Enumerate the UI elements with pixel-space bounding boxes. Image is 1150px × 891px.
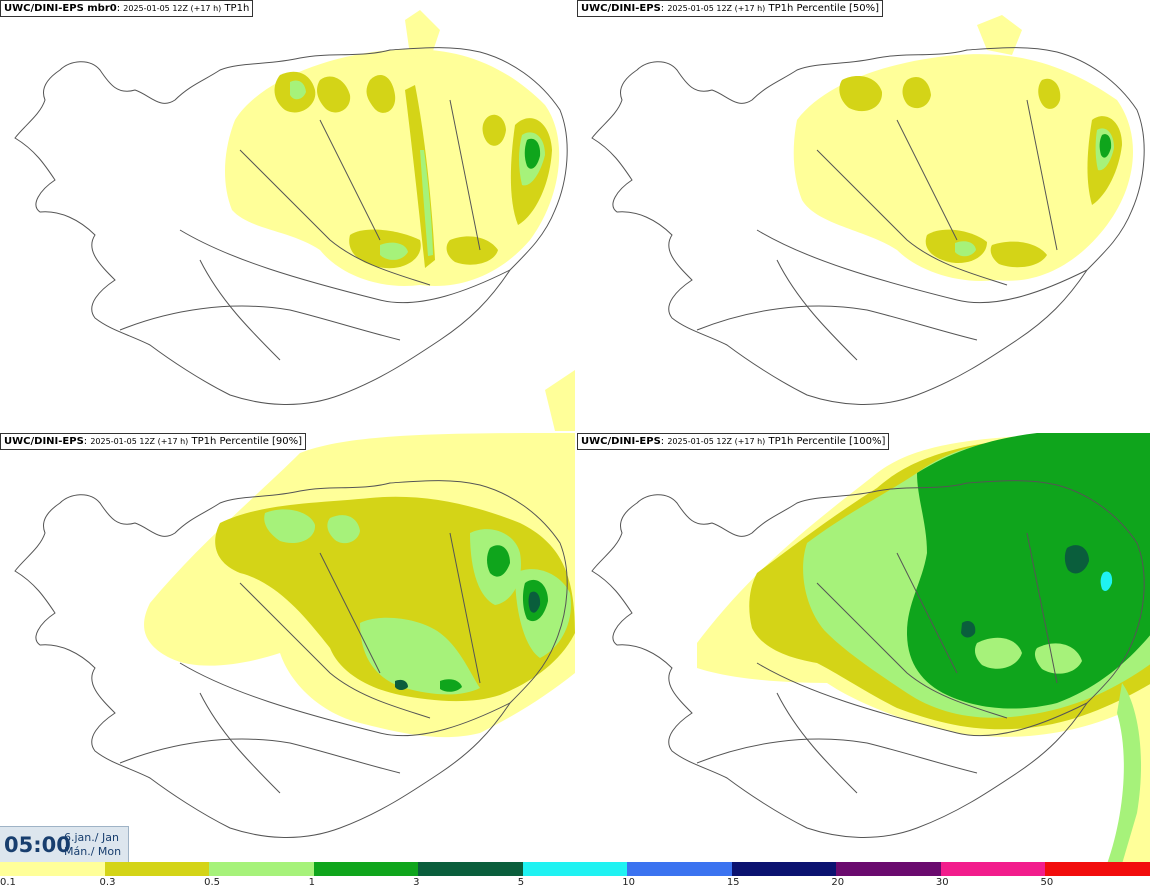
precip-map — [591, 15, 1145, 405]
panel-title: UWC/DINI-EPS: 2025-01-05 12Z (+17 h) TP1… — [0, 433, 307, 450]
colorbar-tick-label: 0.5 — [204, 877, 220, 888]
colorbar-segment — [836, 862, 941, 876]
colorbar-tick-label: 50 — [1040, 877, 1054, 888]
panel-run: 2025-01-05 12Z (+17 h) — [667, 4, 766, 13]
colorbar-segment — [731, 862, 837, 876]
colorbar-segment — [209, 862, 314, 876]
precip-fields — [144, 433, 575, 738]
colorbar-segment — [418, 862, 523, 876]
colorbar-segment — [940, 862, 1046, 876]
colorbar-tick-label: 15 — [726, 877, 740, 888]
precip-fields — [224, 10, 575, 431]
map-panel-p90: UWC/DINI-EPS: 2025-01-05 12Z (+17 h) TP1… — [0, 433, 575, 864]
map-panel-mbr0: UWC/DINI-EPS mbr0: 2025-01-05 12Z (+17 h… — [0, 0, 575, 431]
colorbar-tick-label: 1 — [308, 877, 315, 888]
land-outline — [591, 47, 1145, 405]
panel-source: UWC/DINI-EPS — [4, 436, 84, 447]
colorbar-tick-label: 0.1 — [0, 877, 16, 888]
colorbar-labels: 0.1 0.3 0.5 1 3 5 10 15 20 30 50 — [0, 876, 1150, 891]
panel-field: TP1h — [224, 3, 250, 14]
panel-source: UWC/DINI-EPS mbr0 — [4, 3, 117, 14]
colorbar-tick-label: 20 — [831, 877, 845, 888]
panel-source: UWC/DINI-EPS — [581, 3, 661, 14]
valid-date: 6.jan./ Jan Mán./ Mon — [64, 831, 121, 859]
panel-run: 2025-01-05 12Z (+17 h) — [123, 4, 222, 13]
colorbar-segment — [522, 862, 628, 876]
colorbar-segment — [627, 862, 732, 876]
precip-colorbar — [0, 862, 1150, 876]
panel-title: UWC/DINI-EPS mbr0: 2025-01-05 12Z (+17 h… — [0, 0, 254, 17]
valid-date-line2: Mán./ Mon — [64, 845, 122, 858]
panel-title: UWC/DINI-EPS: 2025-01-05 12Z (+17 h) TP1… — [577, 433, 890, 450]
panel-run: 2025-01-05 12Z (+17 h) — [667, 437, 766, 446]
colorbar-tick-label: 3 — [413, 877, 420, 888]
valid-time-box: 05:00 6.jan./ Jan Mán./ Mon — [0, 826, 129, 863]
valid-time: 05:00 — [4, 833, 71, 857]
panel-field: TP1h Percentile [100%] — [768, 436, 886, 447]
colorbar-tick-label: 0.3 — [99, 877, 116, 888]
valid-date-line1: 6.jan./ Jan — [64, 831, 119, 844]
land-outline — [14, 47, 568, 405]
panel-field: TP1h Percentile [50%] — [768, 3, 880, 14]
panel-run: 2025-01-05 12Z (+17 h) — [90, 437, 189, 446]
precip-fields — [793, 15, 1134, 281]
panel-source: UWC/DINI-EPS — [581, 436, 661, 447]
precip-map — [591, 433, 1150, 864]
colorbar-tick-label: 30 — [935, 877, 949, 888]
colorbar-segment — [313, 862, 419, 876]
panel-divider-horizontal — [0, 431, 1150, 433]
colorbar-tick-label: 10 — [622, 877, 635, 888]
map-panel-p100: UWC/DINI-EPS: 2025-01-05 12Z (+17 h) TP1… — [577, 433, 1150, 864]
land-outline — [14, 480, 568, 838]
colorbar-segment — [0, 862, 105, 876]
precip-map — [14, 10, 575, 431]
panel-field: TP1h Percentile [90%] — [191, 436, 303, 447]
map-panel-p50: UWC/DINI-EPS: 2025-01-05 12Z (+17 h) TP1… — [577, 0, 1150, 431]
colorbar-segment — [1045, 862, 1150, 876]
precip-fields — [697, 433, 1150, 864]
land-outline — [591, 480, 1145, 838]
colorbar-segment — [104, 862, 210, 876]
panel-title: UWC/DINI-EPS: 2025-01-05 12Z (+17 h) TP1… — [577, 0, 884, 17]
colorbar-tick-label: 5 — [517, 877, 525, 888]
precip-map — [14, 433, 575, 838]
